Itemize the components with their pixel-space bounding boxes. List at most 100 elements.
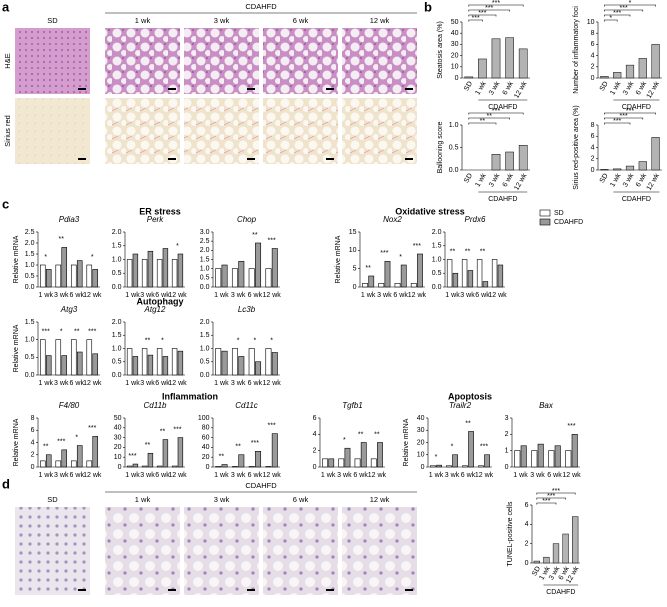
y-tick-label: 2.0 <box>200 319 210 326</box>
y-tick-label: 0 <box>421 464 425 471</box>
x-tick-label: 3 wk <box>460 292 475 299</box>
y-tick-label: 0.5 <box>449 144 459 151</box>
micrograph <box>15 507 90 595</box>
significance-label: ** <box>465 248 471 255</box>
section-title: Autophagy <box>137 296 184 306</box>
x-tick-label: 1 wk <box>125 380 140 387</box>
y-tick-label: 8 <box>591 122 595 129</box>
chart-title: F4/80 <box>59 401 80 410</box>
x-tick-label: 1 wk <box>321 472 336 479</box>
group-label: CDAHFD <box>488 196 517 203</box>
significance-label: ** <box>219 453 225 460</box>
x-tick-label: 6 wk <box>502 80 516 96</box>
x-tick-label: 6 wk <box>353 472 368 479</box>
y-tick-label: 1.5 <box>25 251 35 258</box>
significance-bracket <box>604 14 631 17</box>
x-tick-label: 3 wk <box>488 172 502 188</box>
y-axis-label: Relative mRNA <box>403 418 410 466</box>
bar <box>543 556 550 564</box>
y-tick-label: 0.0 <box>200 284 210 291</box>
micrograph <box>105 98 180 164</box>
scale-bar <box>168 158 176 160</box>
bar <box>565 450 572 468</box>
bar <box>171 259 178 288</box>
significance-label: ** <box>465 420 471 427</box>
bar <box>638 58 647 79</box>
significance-label: *** <box>567 423 575 430</box>
significance-label: ** <box>59 236 65 243</box>
bar <box>338 458 345 468</box>
y-tick-label: 0 <box>455 75 459 82</box>
bar <box>76 260 83 288</box>
micrograph <box>263 98 338 164</box>
bar <box>255 361 262 376</box>
y-tick-label: 30 <box>417 427 425 434</box>
x-tick-label: 3 wk <box>140 472 155 479</box>
y-tick-label: 50 <box>114 415 122 422</box>
bar <box>215 268 222 288</box>
significance-label: *** <box>480 444 488 451</box>
significance-bracket <box>604 117 644 120</box>
significance-label: * <box>343 437 346 444</box>
column-label: 12 wk <box>370 16 390 25</box>
bar <box>417 253 423 288</box>
x-tick-label: SD <box>463 172 474 184</box>
bar <box>322 458 328 468</box>
y-tick-label: 0 <box>206 464 210 471</box>
x-tick-label: 12 wk <box>262 472 281 479</box>
y-tick-label: 0 <box>591 167 595 174</box>
bar <box>70 460 77 468</box>
significance-label: * <box>629 0 632 7</box>
bar <box>533 560 540 564</box>
micrograph <box>263 28 338 94</box>
significance-label: *** <box>613 118 621 125</box>
y-tick-label: 0.0 <box>25 284 35 291</box>
x-tick-label: 1 wk <box>125 292 140 299</box>
y-tick-label: 0.0 <box>449 167 459 174</box>
row-label: Sirius red <box>3 115 12 147</box>
bar <box>238 356 245 376</box>
significance-label: *** <box>485 5 493 12</box>
bar <box>410 283 417 288</box>
significance-label: ** <box>358 431 364 438</box>
y-tick-label: 2 <box>591 64 595 71</box>
y-tick-label: 1.5 <box>432 243 442 250</box>
bar <box>394 283 401 288</box>
bar <box>384 261 391 288</box>
x-tick-label: 12 wk <box>168 380 187 387</box>
y-tick-label: 0 <box>591 75 595 82</box>
y-tick-label: 8 <box>591 30 595 37</box>
column-label: 12 wk <box>370 495 390 504</box>
significance-label: * <box>75 434 78 441</box>
bar <box>467 270 474 288</box>
chart-title: Bax <box>539 401 554 410</box>
y-tick-label: 0.5 <box>25 273 35 280</box>
bar <box>61 449 68 468</box>
chart-title: Atg12 <box>144 305 166 314</box>
column-label: 6 wk <box>293 495 309 504</box>
section-title: Apoptosis <box>448 391 492 401</box>
y-axis-label: Steatosis area (%) <box>437 21 444 79</box>
chart-title: Tgfb1 <box>342 401 362 410</box>
bar <box>600 169 609 171</box>
x-tick-label: 6 wk <box>155 472 170 479</box>
column-label: 3 wk <box>214 16 230 25</box>
bar <box>238 454 245 468</box>
group-label: CDAHFD <box>622 196 651 203</box>
significance-label: ** <box>365 265 371 272</box>
bar <box>478 465 484 468</box>
legend-label: SD <box>554 210 564 217</box>
y-tick-label: 15 <box>349 229 357 236</box>
x-tick-label: 3 wk <box>231 292 246 299</box>
x-tick-label: 6 wk <box>475 292 490 299</box>
bar <box>600 76 609 79</box>
y-tick-label: 0.5 <box>200 359 210 366</box>
x-tick-label: 12 wk <box>408 292 427 299</box>
column-label: SD <box>47 495 58 504</box>
row-label: H&E <box>3 53 12 68</box>
significance-label: *** <box>88 329 96 336</box>
bar <box>132 253 139 288</box>
y-tick-label: 0.5 <box>432 270 442 277</box>
legend-label: CDAHFD <box>554 219 583 226</box>
bar <box>147 354 154 376</box>
